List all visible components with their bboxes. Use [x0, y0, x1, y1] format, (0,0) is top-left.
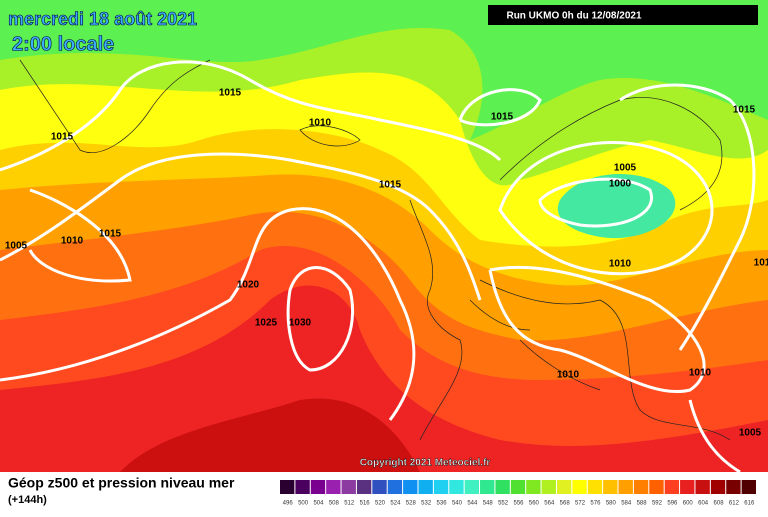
isobar-label: 1010 [309, 118, 332, 129]
legend-swatch [618, 480, 633, 494]
legend-label: 532 [421, 501, 432, 507]
legend-swatch [587, 480, 603, 494]
legend-swatch [526, 480, 541, 494]
legend-swatch [310, 480, 326, 494]
legend-swatch [572, 480, 587, 494]
isobar-label: 1015 [99, 229, 122, 240]
isobar-label: 1015 [491, 112, 514, 123]
isobar-label: 1000 [609, 179, 632, 190]
isobar-label: 1030 [289, 318, 312, 329]
legend-label: 500 [298, 501, 309, 507]
legend-label: 496 [283, 501, 294, 507]
legend-label: 616 [744, 501, 755, 507]
isobar-label: 1005 [5, 241, 28, 252]
time-label: 2:00 locale [12, 33, 114, 55]
legend-label: 572 [575, 501, 586, 507]
isobar-label: 1025 [255, 318, 278, 329]
copyright: Copyright 2021 Meteociel.fr [360, 458, 491, 469]
isobar-label: 1010 [689, 368, 712, 379]
field [0, 0, 768, 472]
legend-swatch [680, 480, 695, 494]
isobar-label: 1015 [733, 105, 756, 116]
legend-swatch [541, 480, 556, 494]
legend-label: 580 [606, 501, 617, 507]
legend-swatch [449, 480, 464, 494]
legend-label: 584 [621, 501, 632, 507]
legend-label: 524 [390, 501, 401, 507]
legend-swatch [664, 480, 680, 494]
isobar-label: 1020 [237, 280, 260, 291]
legend-label: 512 [344, 501, 355, 507]
legend-swatch [556, 480, 572, 494]
isobar-label: 101 [754, 258, 768, 269]
isobar-label: 1010 [61, 236, 84, 247]
run-box [488, 5, 758, 25]
legend-swatch [464, 480, 480, 494]
isobar-label: 1005 [614, 163, 637, 174]
legend-label: 612 [729, 501, 740, 507]
legend-label: 520 [375, 501, 386, 507]
legend-swatch [710, 480, 726, 494]
legend-swatch [295, 480, 310, 494]
legend-label: 608 [714, 501, 725, 507]
legend-label: 596 [667, 501, 678, 507]
legend-label: 536 [437, 501, 448, 507]
legend-swatch [603, 480, 618, 494]
legend-swatch [387, 480, 403, 494]
isobar-label: 1005 [739, 428, 762, 439]
legend-label: 540 [452, 501, 463, 507]
legend-label: 576 [590, 501, 601, 507]
legend-swatch [649, 480, 664, 494]
legend-swatch [433, 480, 449, 494]
isobar-label: 1010 [609, 259, 632, 270]
legend-label: 556 [513, 501, 524, 507]
legend-label: 548 [483, 501, 494, 507]
legend-label: 504 [313, 501, 324, 507]
legend-label: 516 [360, 501, 371, 507]
legend-label: 600 [683, 501, 694, 507]
coastlines [19, 59, 731, 441]
legend-swatch [510, 480, 526, 494]
legend-swatch [341, 480, 356, 494]
legend-swatch [372, 480, 387, 494]
legend-swatch [726, 480, 741, 494]
legend-swatch [418, 480, 433, 494]
legend-swatch [695, 480, 710, 494]
isobar-label: 1015 [379, 180, 402, 191]
legend-swatch [356, 480, 372, 494]
run-label: Run UKMO 0h du 12/08/2021 [506, 11, 641, 22]
legend-swatch [326, 480, 341, 494]
date-title: mercredi 18 août 2021 [8, 9, 197, 29]
legend-swatch [403, 480, 418, 494]
isobar-label: 1010 [557, 370, 580, 381]
legend-swatch [741, 480, 756, 494]
legend-label: 568 [560, 501, 571, 507]
legend-label: 508 [329, 501, 340, 507]
legend-swatch [280, 480, 295, 494]
isobar-label: 1015 [219, 88, 242, 99]
lead-time: (+144h) [8, 494, 47, 506]
legend-label: 592 [652, 501, 663, 507]
isobars [0, 60, 756, 472]
legend-label: 604 [698, 501, 709, 507]
footer-title: Géop z500 et pression niveau mer [8, 475, 235, 491]
legend-label: 552 [498, 501, 509, 507]
legend-label: 560 [529, 501, 540, 507]
legend-swatch [495, 480, 510, 494]
legend-label: 528 [406, 501, 417, 507]
legend-label: 544 [467, 501, 478, 507]
legend-swatch [633, 480, 649, 494]
legend-label: 588 [637, 501, 648, 507]
legend-label: 564 [544, 501, 555, 507]
legend-swatch [480, 480, 495, 494]
isobar-label: 1015 [51, 132, 74, 143]
